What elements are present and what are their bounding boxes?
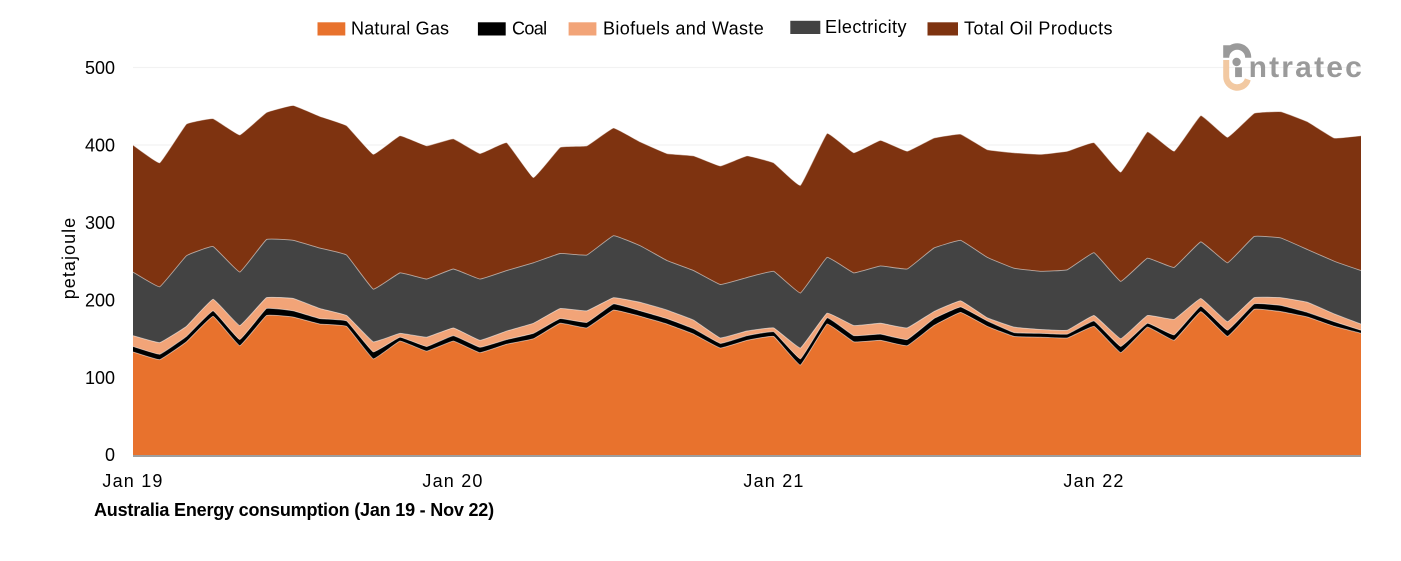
svg-text:Jan 19: Jan 19 [102, 471, 163, 491]
svg-text:100: 100 [85, 368, 115, 388]
svg-text:0: 0 [105, 445, 115, 465]
svg-text:Jan 22: Jan 22 [1063, 471, 1124, 491]
svg-text:Electricity: Electricity [825, 17, 907, 37]
svg-text:Jan 21: Jan 21 [743, 471, 804, 491]
svg-text:200: 200 [85, 291, 115, 311]
svg-text:ntratec: ntratec [1249, 51, 1364, 84]
svg-text:Jan 20: Jan 20 [422, 471, 483, 491]
svg-text:500: 500 [85, 58, 115, 78]
svg-text:Natural Gas: Natural Gas [351, 18, 449, 38]
svg-text:300: 300 [85, 213, 115, 233]
svg-text:Biofuels and Waste: Biofuels and Waste [603, 18, 764, 38]
svg-text:400: 400 [85, 136, 115, 156]
svg-text:Australia Energy consumption (: Australia Energy consumption (Jan 19 - N… [94, 500, 494, 520]
svg-text:Total Oil Products: Total Oil Products [964, 18, 1113, 38]
svg-text:petajoule: petajoule [59, 217, 79, 300]
svg-text:Coal: Coal [512, 18, 546, 38]
